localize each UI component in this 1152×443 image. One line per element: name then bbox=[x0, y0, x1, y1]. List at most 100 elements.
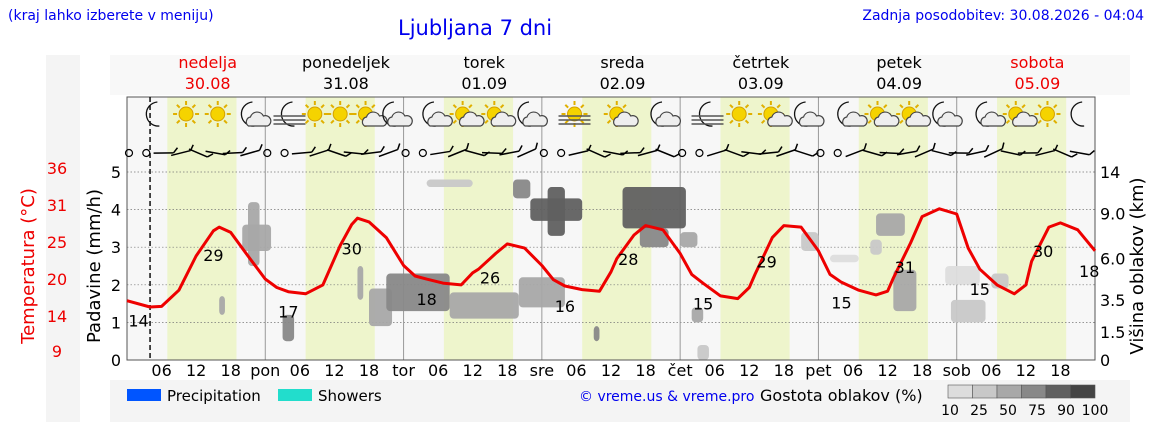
calm-wind-icon bbox=[833, 148, 842, 158]
wind-barb-shaft bbox=[706, 149, 727, 157]
wind-barb-icon bbox=[1069, 149, 1095, 156]
hour-tick-label: 12 bbox=[324, 361, 344, 380]
sun-ray bbox=[345, 119, 351, 124]
sun-icon bbox=[726, 101, 753, 127]
sun-ray bbox=[606, 119, 612, 124]
showers-legend-label: Showers bbox=[318, 387, 382, 405]
wind-barb-feather bbox=[898, 148, 905, 155]
precip-tick-label: 0 bbox=[111, 351, 121, 370]
temp-tick-label: 31 bbox=[47, 196, 67, 215]
wind-barb-feather bbox=[604, 153, 611, 158]
cloud-cell bbox=[282, 314, 295, 342]
precip-tick-label: 1 bbox=[111, 313, 121, 332]
hour-tick-label: 18 bbox=[635, 361, 655, 380]
day-date: 31.08 bbox=[323, 74, 369, 93]
sun-ray bbox=[207, 119, 213, 124]
sun-ray bbox=[330, 104, 335, 109]
day-abbr-label: tor bbox=[392, 361, 415, 380]
calm-wind-icon bbox=[557, 148, 566, 158]
cloud-cell bbox=[357, 266, 364, 300]
cloud-shape bbox=[980, 111, 1007, 127]
wind-barb-shaft bbox=[862, 149, 883, 157]
hour-tick-label: 06 bbox=[705, 361, 725, 380]
cloud-shape bbox=[361, 111, 388, 127]
moon-icon bbox=[145, 101, 160, 127]
wind-barb-feather bbox=[242, 146, 248, 153]
sun-ray bbox=[729, 104, 734, 109]
cloud-shape bbox=[1012, 111, 1038, 127]
wind-barb-shaft bbox=[205, 150, 226, 156]
cloud-cell bbox=[829, 254, 859, 263]
cloud-density-legend-title: Gostota oblakov (%) bbox=[760, 386, 923, 405]
temperature-label: 16 bbox=[555, 297, 575, 316]
wind-barb-icon bbox=[153, 147, 179, 154]
wind-barb-shaft bbox=[430, 150, 451, 156]
moon-shape bbox=[145, 101, 160, 127]
sun-ray bbox=[320, 104, 325, 109]
sun-ray bbox=[867, 119, 872, 124]
cloud-cell bbox=[639, 228, 669, 248]
wind-barb-shaft bbox=[291, 151, 312, 155]
wind-barb-feather bbox=[206, 153, 214, 158]
day-abbr-label: sre bbox=[530, 361, 554, 380]
day-name: četrtek bbox=[732, 53, 790, 72]
temperature-label: 30 bbox=[1033, 242, 1053, 261]
last-updated: Zadnja posodobitev: 30.08.2026 - 04:04 bbox=[862, 8, 1144, 24]
sun-ray bbox=[223, 104, 228, 109]
hour-tick-label: 12 bbox=[1016, 361, 1036, 380]
cloud-density-level: 75 bbox=[1028, 403, 1046, 419]
wind-barb-shaft bbox=[326, 149, 347, 157]
calm-wind-icon bbox=[280, 148, 289, 158]
credit-label: © vreme.us & vreme.pro bbox=[579, 389, 754, 405]
hour-tick-label: 06 bbox=[151, 361, 171, 380]
cloud-cell bbox=[386, 273, 450, 312]
wind-barb-feather bbox=[932, 142, 936, 150]
wind-barb-shaft bbox=[447, 148, 467, 158]
sun-cloud-icon bbox=[481, 101, 517, 127]
sun-icon bbox=[1034, 101, 1061, 127]
sun-ray bbox=[1053, 104, 1058, 109]
cloud-density-swatch bbox=[947, 384, 973, 399]
wind-barb-shaft bbox=[464, 149, 485, 157]
precip-tick-label: 3 bbox=[111, 238, 121, 257]
hour-tick-label: 12 bbox=[739, 361, 759, 380]
wind-barb-shaft bbox=[758, 151, 779, 155]
cloud-shape bbox=[458, 111, 485, 127]
sun-ray bbox=[371, 104, 376, 109]
hour-tick-label: 12 bbox=[463, 361, 483, 380]
wind-barb-shaft bbox=[1052, 148, 1072, 158]
cloud-shape bbox=[655, 111, 681, 127]
cloud-cell bbox=[593, 326, 600, 342]
cloud-density-swatch bbox=[1021, 384, 1047, 399]
wind-barb-feather bbox=[518, 145, 523, 152]
sun-ray bbox=[499, 104, 505, 109]
cloud-height-tick-label: 0 bbox=[1100, 351, 1110, 370]
cloud-density-level: 100 bbox=[1082, 403, 1109, 419]
temp-tick-label: 25 bbox=[47, 233, 67, 252]
sun-core bbox=[1039, 106, 1055, 122]
sun-core bbox=[210, 106, 226, 122]
sun-ray bbox=[223, 119, 228, 124]
sun-ray bbox=[760, 119, 766, 124]
wind-barb-feather bbox=[258, 144, 263, 151]
sun-ray bbox=[207, 104, 213, 109]
wind-barb-icon bbox=[776, 143, 799, 157]
wind-barb-feather bbox=[777, 146, 783, 153]
daytime-band bbox=[167, 97, 237, 360]
moon-cloud-icon bbox=[837, 101, 868, 127]
cloud-shape bbox=[427, 111, 453, 127]
wind-barb-feather bbox=[863, 143, 867, 150]
wind-barb-shaft bbox=[1035, 149, 1056, 157]
wind-barb-shaft bbox=[240, 149, 260, 157]
precip-tick-label: 4 bbox=[111, 201, 121, 220]
day-name: ponedeljek bbox=[302, 53, 391, 72]
daytime-band bbox=[305, 97, 375, 360]
day-abbr-label: sob bbox=[943, 361, 971, 380]
hour-tick-label: 18 bbox=[774, 361, 794, 380]
sun-core bbox=[567, 106, 583, 122]
day-abbr-label: čet bbox=[668, 361, 693, 380]
wind-barb-shaft bbox=[188, 148, 208, 158]
sun-ray bbox=[564, 119, 569, 124]
calm-wind-icon bbox=[124, 148, 134, 158]
cloud-height-tick-label: 9.0 bbox=[1100, 204, 1125, 223]
